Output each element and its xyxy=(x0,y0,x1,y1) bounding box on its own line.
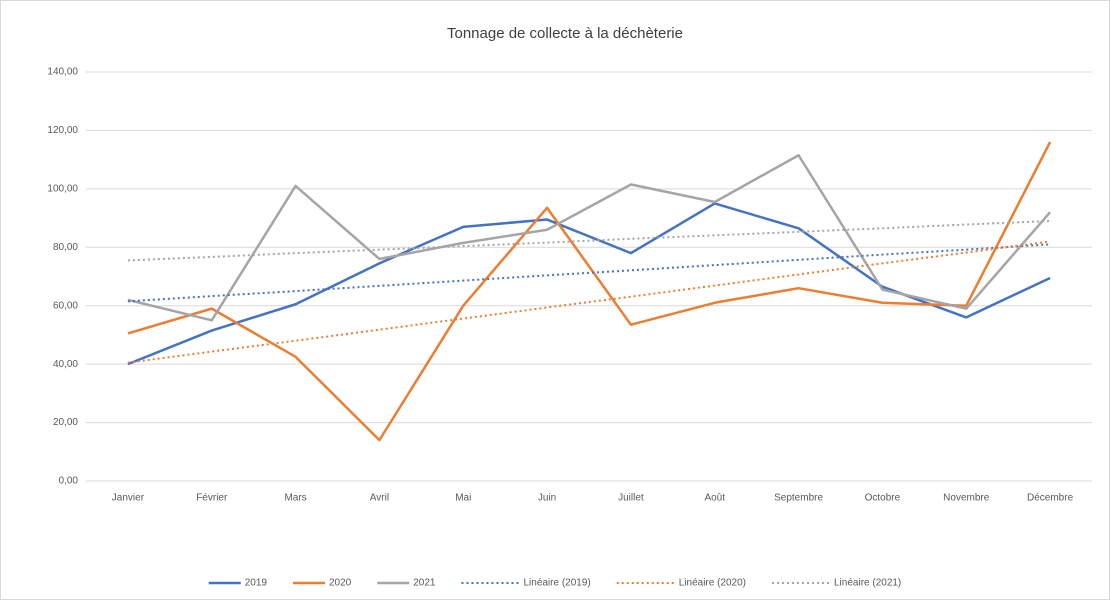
x-tick-label: Juillet xyxy=(618,493,644,504)
x-tick-label: Août xyxy=(704,493,725,504)
x-tick-label: Février xyxy=(196,493,228,504)
x-tick-label: Janvier xyxy=(112,493,145,504)
trend-line xyxy=(127,243,1051,303)
x-tick-label: Novembre xyxy=(943,493,990,504)
x-tick-label: Octobre xyxy=(865,493,901,504)
y-tick-label: 120,00 xyxy=(47,125,78,136)
x-tick-label: Décembre xyxy=(1027,493,1074,504)
x-tick-label: Mai xyxy=(455,493,471,504)
y-tick-label: 100,00 xyxy=(47,183,78,194)
legend-label: Linéaire (2021) xyxy=(834,578,901,589)
legend-label: 2021 xyxy=(413,578,436,589)
y-tick-label: 80,00 xyxy=(53,242,78,253)
y-tick-label: 20,00 xyxy=(53,417,78,428)
y-tick-label: 40,00 xyxy=(53,359,78,370)
x-tick-label: Juin xyxy=(538,493,556,504)
legend-label: Linéaire (2019) xyxy=(523,578,590,589)
chart-title: Tonnage de collecte à la déchèterie xyxy=(447,25,683,42)
legend-label: 2020 xyxy=(329,578,352,589)
trend-line xyxy=(127,240,1051,364)
y-tick-label: 60,00 xyxy=(53,300,78,311)
series-line xyxy=(127,154,1052,322)
legend-label: Linéaire (2020) xyxy=(679,578,746,589)
x-tick-label: Mars xyxy=(284,493,306,504)
x-tick-label: Septembre xyxy=(774,493,823,504)
trend-line xyxy=(127,219,1051,262)
legend-label: 2019 xyxy=(245,578,268,589)
y-tick-label: 140,00 xyxy=(47,67,78,78)
x-tick-label: Avril xyxy=(370,493,389,504)
y-tick-label: 0,00 xyxy=(59,476,79,487)
series-line xyxy=(127,141,1052,442)
